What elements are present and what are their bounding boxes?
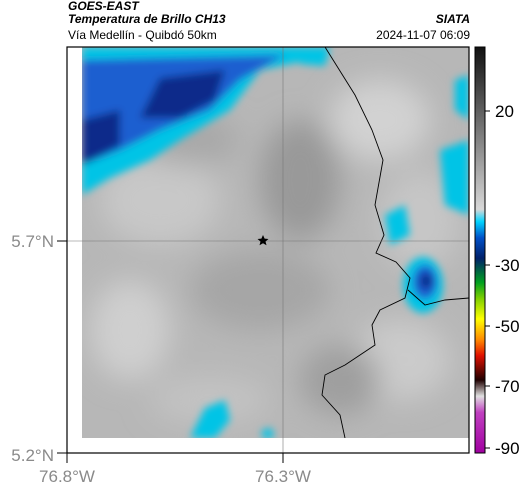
satellite-image [66, 46, 470, 454]
plot-frame [66, 46, 470, 454]
colorbar-label: -50 [495, 317, 520, 336]
colorbar-scale [474, 46, 486, 454]
datetime-label: 2024-11-07 06:09 [376, 28, 470, 42]
lon-tick-label: 76.3°W [255, 467, 311, 486]
product-title: Temperatura de Brillo CH13 [68, 12, 226, 26]
border-line-east [407, 289, 469, 306]
colorbar-label: -30 [495, 256, 520, 275]
colorbar: 20 -30 -50 -70 -90 [474, 46, 520, 458]
cold-cloud-tops [82, 47, 469, 438]
colorbar-label: 20 [495, 102, 514, 121]
lat-tick-label: 5.2°N [11, 446, 54, 465]
colorbar-label: -70 [495, 377, 520, 396]
gray-cloud-texture [90, 80, 460, 425]
lon-tick-label: 76.8°W [39, 467, 95, 486]
star-marker [257, 235, 269, 246]
organization-label: SIATA [435, 12, 470, 26]
satellite-title: GOES-EAST [68, 0, 139, 13]
lat-tick-label: 5.7°N [11, 232, 54, 251]
colorbar-label: -90 [495, 439, 520, 458]
border-line [321, 47, 411, 438]
region-subtitle: Vía Medellín - Quibdó 50km [68, 28, 217, 42]
